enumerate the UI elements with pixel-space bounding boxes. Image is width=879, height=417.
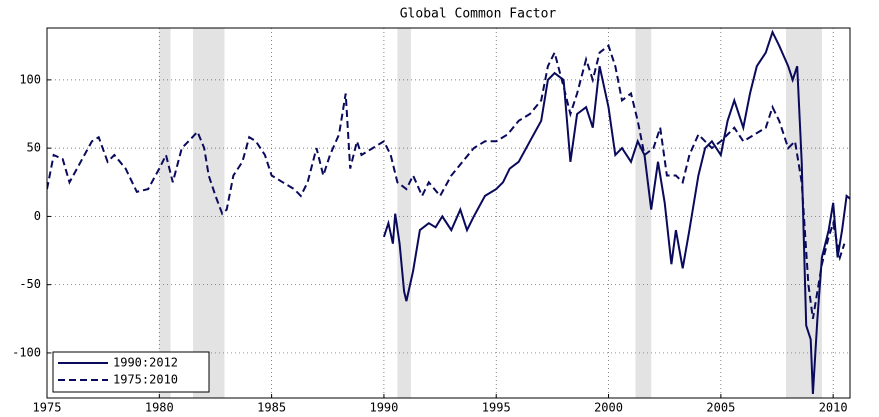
plot-frame <box>46 27 851 399</box>
x-tick-label: 2000 <box>594 401 623 415</box>
x-tick-label: 1975 <box>33 401 62 415</box>
shaded-region <box>159 28 171 398</box>
y-tick-label: 100 <box>19 72 41 86</box>
x-tick-label: 1995 <box>482 401 511 415</box>
y-tick-label: -50 <box>19 277 41 291</box>
x-tick-label: 2005 <box>706 401 735 415</box>
x-tick-label: 1980 <box>145 401 174 415</box>
series-line <box>382 29 850 394</box>
chart-title: Global Common Factor <box>400 7 557 22</box>
y-tick-label: -100 <box>12 345 41 359</box>
legend-label: 1990:2012 <box>113 356 178 370</box>
series-line <box>47 44 846 319</box>
legend-label: 1975:2010 <box>113 373 178 387</box>
x-tick-label: 2010 <box>819 401 848 415</box>
legend-box <box>52 351 210 393</box>
shaded-region <box>397 28 411 398</box>
shaded-region <box>635 28 652 398</box>
x-tick-label: 1985 <box>257 401 286 415</box>
x-tick-label: 1990 <box>369 401 398 415</box>
y-tick-label: 50 <box>27 141 41 155</box>
y-tick-label: 0 <box>34 209 41 223</box>
shaded-region <box>193 28 225 398</box>
